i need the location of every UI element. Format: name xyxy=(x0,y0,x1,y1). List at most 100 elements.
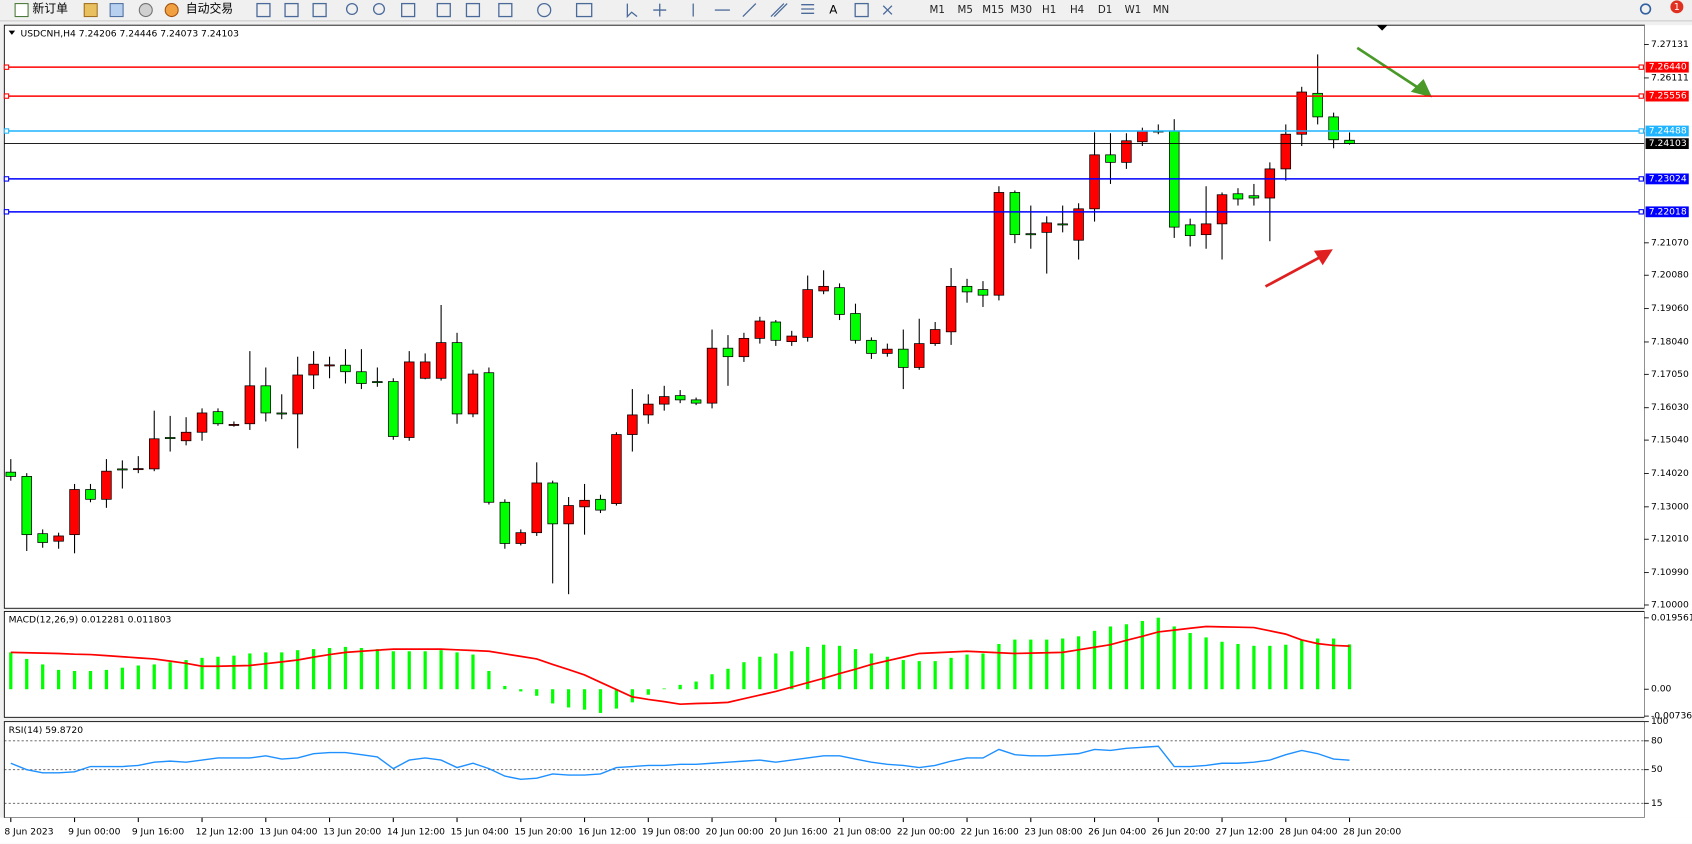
macd-bar xyxy=(885,656,889,690)
tool-icon[interactable] xyxy=(436,2,451,18)
y-tick-label: 15 xyxy=(1651,798,1663,809)
macd-bar xyxy=(646,689,650,695)
candle-body xyxy=(595,498,606,511)
macd-bar xyxy=(455,652,459,690)
x-tick-label: 19 Jun 08:00 xyxy=(642,826,700,837)
macd-bar xyxy=(1220,641,1224,690)
macd-bar xyxy=(391,651,395,690)
toolbar xyxy=(0,0,1692,21)
toolbar-icon[interactable] xyxy=(138,3,153,18)
price-level-label: 7.23024 xyxy=(1649,173,1687,184)
toolbar-icon[interactable] xyxy=(83,3,98,18)
level-handle xyxy=(3,64,10,70)
price-level-tag xyxy=(1645,206,1689,218)
tool-icon[interactable] xyxy=(537,2,552,18)
macd-bar xyxy=(423,651,427,690)
macd-bar xyxy=(1140,620,1144,690)
zoom-in[interactable] xyxy=(345,2,359,16)
macd-bar xyxy=(136,665,140,690)
macd-bar xyxy=(710,674,714,690)
timeframe-button[interactable]: D1 xyxy=(1098,4,1112,16)
text-tool[interactable]: A xyxy=(829,3,838,17)
macd-bar xyxy=(1347,644,1352,690)
candle-body xyxy=(196,412,208,433)
channel-tool[interactable] xyxy=(770,3,788,18)
candle-body xyxy=(1344,139,1355,144)
timeframe-button[interactable]: M30 xyxy=(1010,4,1032,16)
toolbar-tools xyxy=(256,2,893,19)
candle-body xyxy=(690,399,702,404)
candle-body xyxy=(531,482,542,534)
notification-badge[interactable] xyxy=(1670,0,1684,14)
candle-body xyxy=(388,381,399,437)
new-order-button[interactable]: 新订单 xyxy=(32,1,68,15)
candle-body xyxy=(913,343,925,368)
candle-body xyxy=(324,364,335,367)
macd-bar xyxy=(790,651,794,690)
cursor-tool[interactable] xyxy=(626,3,638,19)
tool-icon[interactable] xyxy=(465,2,481,18)
candle-body xyxy=(786,335,797,343)
candle-body xyxy=(1200,223,1212,236)
timeframe-button[interactable]: H1 xyxy=(1042,4,1056,16)
candle-body xyxy=(1041,222,1052,233)
macd-bar xyxy=(168,662,172,690)
macd-bar xyxy=(1300,639,1304,690)
macd-bar xyxy=(742,662,746,690)
macd-bar xyxy=(535,689,539,696)
y-tick-label: 80 xyxy=(1651,735,1663,746)
candle-body xyxy=(499,501,511,544)
timeframe-button[interactable]: MN xyxy=(1153,4,1170,16)
annotations xyxy=(1264,46,1433,288)
tool-icon[interactable] xyxy=(575,2,593,18)
candle-body xyxy=(37,533,48,543)
macd-bar xyxy=(1013,639,1017,690)
tool-icon[interactable] xyxy=(498,2,513,18)
y-tick-label: 7.16030 xyxy=(1651,402,1689,413)
tool-icon[interactable] xyxy=(312,2,327,18)
macd-bar xyxy=(41,664,45,690)
timeframe-button[interactable]: M15 xyxy=(982,4,1004,16)
x-tick-label: 9 Jun 00:00 xyxy=(68,826,121,837)
search-icon[interactable] xyxy=(1639,3,1652,15)
text-label-tool[interactable] xyxy=(854,2,869,18)
candle-body xyxy=(579,499,590,508)
timeframe-button[interactable]: H4 xyxy=(1070,4,1084,16)
candle-body xyxy=(1009,192,1021,236)
new-order-icon[interactable] xyxy=(14,3,29,18)
timeframe-button[interactable]: M1 xyxy=(930,4,945,16)
x-tick-label: 15 Jun 04:00 xyxy=(451,826,509,837)
trendline-tool[interactable] xyxy=(742,3,757,18)
tool-icon[interactable] xyxy=(401,2,416,18)
candle-body xyxy=(547,482,558,525)
price-level-label: 7.25556 xyxy=(1649,91,1687,102)
macd-bar xyxy=(104,669,109,690)
tool-icon[interactable] xyxy=(284,2,299,18)
x-tick-label: 28 Jun 04:00 xyxy=(1279,826,1337,837)
price-level-tag xyxy=(1645,125,1689,137)
timeframe-button[interactable]: M5 xyxy=(958,4,973,16)
timeframe-button[interactable]: W1 xyxy=(1125,4,1142,16)
macd-bar xyxy=(1236,643,1240,690)
candle-body xyxy=(515,532,527,544)
arrow-tool[interactable] xyxy=(882,5,893,15)
level-handle xyxy=(3,209,10,215)
arrow-up xyxy=(1264,253,1325,288)
fibo-tool[interactable] xyxy=(801,4,815,14)
candle-body xyxy=(180,431,192,442)
y-tick-label: 50 xyxy=(1651,764,1663,775)
crosshair-tool[interactable] xyxy=(653,3,667,17)
candle-body xyxy=(818,285,829,292)
toolbar-icon[interactable] xyxy=(109,3,124,18)
macd-bar xyxy=(1045,639,1049,690)
candle-body xyxy=(21,476,32,536)
candle-body xyxy=(148,438,160,470)
price-level-tag xyxy=(1645,138,1689,150)
candle-body xyxy=(563,505,574,525)
zoom-out[interactable] xyxy=(372,2,386,16)
tool-icon[interactable] xyxy=(256,2,271,18)
candle-body xyxy=(435,342,447,379)
notification-count: 1 xyxy=(1674,2,1680,13)
auto-trading-button[interactable]: 自动交易 xyxy=(186,1,233,15)
auto-trading-icon[interactable] xyxy=(164,3,179,18)
